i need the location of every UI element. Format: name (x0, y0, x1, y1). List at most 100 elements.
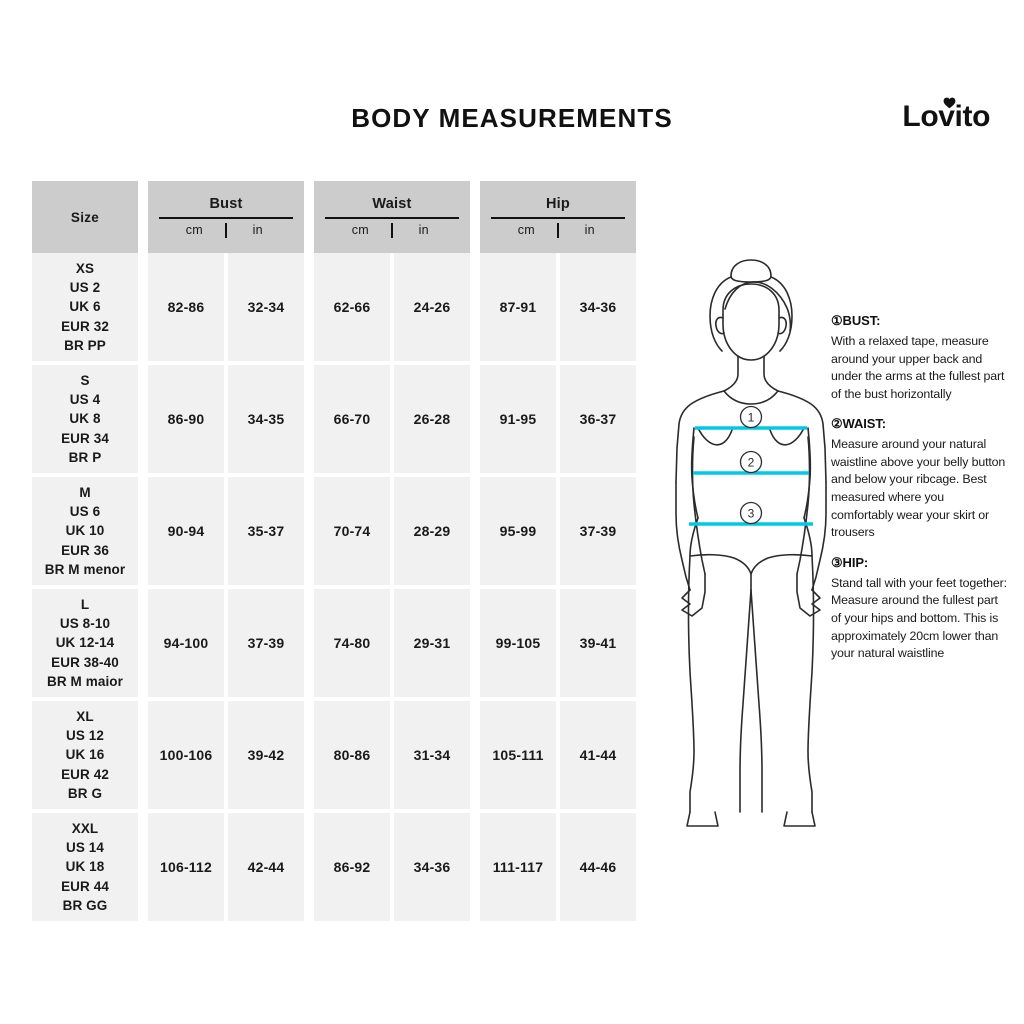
table-row: XL US 12 UK 16 EUR 42 BR G 100-106 39-42 80-86 3… (32, 701, 652, 809)
column-gap (138, 701, 148, 809)
cell-hip-cm: 111-117 (480, 813, 556, 921)
cell-waist-in: 24-26 (394, 253, 470, 361)
hip-marker: 3 (739, 501, 763, 525)
hip-right (803, 517, 813, 557)
cell-bust-in: 32-34 (228, 253, 304, 361)
cell-hip-in: 41-44 (560, 701, 636, 809)
size-line: UK 8 (69, 411, 101, 427)
column-gap (470, 365, 480, 473)
size-line: EUR 36 (61, 542, 109, 558)
column-gap (304, 477, 314, 585)
cell-waist-cm: 74-80 (314, 589, 390, 697)
size-line: EUR 38-40 (51, 654, 119, 670)
table-header-row: Size Bust cm in Waist cm in Hip (32, 181, 652, 253)
torso-left (675, 390, 725, 483)
instruction-body: With a relaxed tape, measure around your… (831, 333, 1005, 401)
brand-logo-text-after: to (962, 100, 990, 133)
column-gap (304, 589, 314, 697)
brand-logo: Lov i to (902, 97, 990, 134)
size-line: EUR 44 (61, 878, 109, 894)
size-line: US 14 (65, 840, 105, 856)
hairline (724, 281, 792, 332)
column-header-bust: Bust cm in (148, 181, 304, 253)
column-gap (470, 181, 480, 253)
hip-left (689, 517, 699, 557)
body-figure-illustration: 1 2 3 (668, 252, 834, 832)
subheader-hip-cm: cm (517, 223, 535, 238)
instruction-heading: ②WAIST: (831, 416, 887, 432)
brand-logo-letter-i: i (954, 100, 963, 133)
size-line: UK 6 (69, 299, 101, 315)
subheader-waist-in: in (418, 223, 429, 238)
subheader-divider (557, 222, 559, 238)
instruction-block: ①BUST: With a relaxed tape, measure aroun… (831, 313, 1009, 403)
cell-waist-in: 29-31 (394, 589, 470, 697)
size-chart-table: Size Bust cm in Waist cm in Hip (32, 181, 652, 921)
cell-waist-cm: 66-70 (314, 365, 390, 473)
instruction-heading: ①BUST: (831, 313, 881, 328)
column-header-size: Size (32, 181, 138, 253)
torso-right (777, 390, 827, 483)
cell-waist-cm: 86-92 (314, 813, 390, 921)
foot-left (686, 811, 719, 827)
table-row: XS US 2 UK 6 EUR 32 BR PP 82-86 32-34 62-66 24-2… (32, 253, 652, 361)
size-line: UK 18 (65, 859, 105, 875)
cell-waist-cm: 80-86 (314, 701, 390, 809)
size-line: XXL (71, 821, 99, 837)
hand-right (796, 573, 821, 617)
instruction-block: ②WAIST: Measure around your natural waist… (831, 416, 1009, 542)
column-gap (304, 253, 314, 361)
subheader-hip-in: in (584, 223, 595, 238)
leg-left-outer (687, 555, 695, 813)
table-row: XXL US 14 UK 18 EUR 44 BR GG 106-112 42-44 86-9… (32, 813, 652, 921)
column-gap (304, 813, 314, 921)
cell-bust-cm: 106-112 (148, 813, 224, 921)
subheader-divider (391, 222, 393, 238)
waist-marker: 2 (739, 450, 763, 474)
arm-right-inner (796, 436, 811, 575)
ear-left (715, 316, 725, 335)
cell-waist-in: 26-28 (394, 365, 470, 473)
bust-curve (697, 427, 805, 446)
size-line: US 6 (69, 504, 101, 520)
instruction-body: Measure around your natural waistline ab… (831, 437, 1006, 540)
size-line: L (80, 597, 90, 613)
size-line: UK 12-14 (55, 635, 115, 651)
group-title-bust: Bust (209, 196, 243, 213)
size-line: EUR 34 (61, 430, 109, 446)
ear-right (777, 316, 787, 335)
cell-size: XXL US 14 UK 18 EUR 44 BR GG (32, 813, 138, 921)
cell-bust-cm: 100-106 (148, 701, 224, 809)
column-gap (138, 813, 148, 921)
group-title-waist: Waist (372, 196, 412, 213)
column-gap (304, 181, 314, 253)
size-line: EUR 32 (61, 318, 109, 334)
cell-size: XS US 2 UK 6 EUR 32 BR PP (32, 253, 138, 361)
column-gap (470, 477, 480, 585)
column-header-hip: Hip cm in (480, 181, 636, 253)
cell-hip-in: 36-37 (560, 365, 636, 473)
cell-waist-in: 34-36 (394, 813, 470, 921)
cell-hip-cm: 87-91 (480, 253, 556, 361)
size-line: BR PP (64, 337, 106, 353)
hip-marker-number: 3 (748, 507, 755, 521)
page-title: BODY MEASUREMENTS (351, 103, 673, 133)
cell-hip-cm: 95-99 (480, 477, 556, 585)
size-line: BR G (67, 785, 103, 801)
cell-bust-cm: 82-86 (148, 253, 224, 361)
group-rule (325, 217, 459, 219)
waist-left (690, 427, 699, 519)
cell-hip-in: 39-41 (560, 589, 636, 697)
cell-bust-cm: 94-100 (148, 589, 224, 697)
table-body: XS US 2 UK 6 EUR 32 BR PP 82-86 32-34 62-66 24-2… (32, 253, 652, 921)
leg-right-inner (750, 589, 763, 813)
cell-size: M US 6 UK 10 EUR 36 BR M menor (32, 477, 138, 585)
cell-size: S US 4 UK 8 EUR 34 BR P (32, 365, 138, 473)
size-line: UK 10 (65, 523, 105, 539)
leg-left-inner (739, 589, 752, 813)
cell-bust-in: 39-42 (228, 701, 304, 809)
subheader-divider (225, 222, 227, 238)
foot-right (783, 811, 816, 827)
subheader-waist-cm: cm (351, 223, 369, 238)
cell-waist-cm: 70-74 (314, 477, 390, 585)
